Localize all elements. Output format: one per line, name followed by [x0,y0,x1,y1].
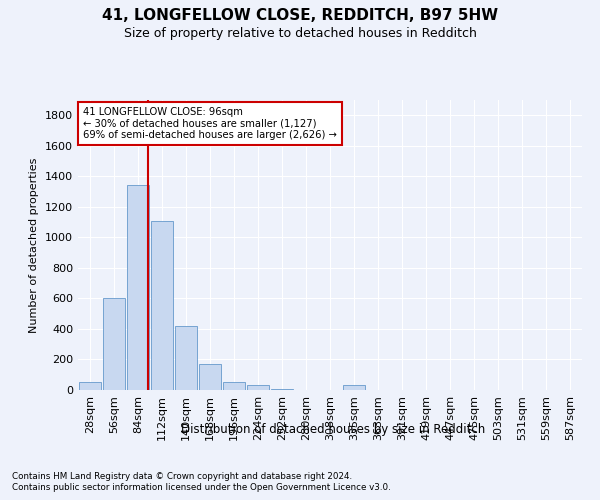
Text: Distribution of detached houses by size in Redditch: Distribution of detached houses by size … [181,422,485,436]
Bar [79,382,101,390]
Bar [247,386,269,390]
Text: Contains public sector information licensed under the Open Government Licence v3: Contains public sector information licen… [12,484,391,492]
Bar [175,326,197,390]
Bar [151,220,173,390]
Text: Contains HM Land Registry data © Crown copyright and database right 2024.: Contains HM Land Registry data © Crown c… [12,472,352,481]
Text: 41, LONGFELLOW CLOSE, REDDITCH, B97 5HW: 41, LONGFELLOW CLOSE, REDDITCH, B97 5HW [102,8,498,22]
Text: Size of property relative to detached houses in Redditch: Size of property relative to detached ho… [124,28,476,40]
Bar [103,298,125,390]
Text: 41 LONGFELLOW CLOSE: 96sqm
← 30% of detached houses are smaller (1,127)
69% of s: 41 LONGFELLOW CLOSE: 96sqm ← 30% of deta… [83,108,337,140]
Bar [127,186,149,390]
Bar [343,386,365,390]
Y-axis label: Number of detached properties: Number of detached properties [29,158,40,332]
Bar [199,364,221,390]
Bar [271,389,293,390]
Bar [223,382,245,390]
